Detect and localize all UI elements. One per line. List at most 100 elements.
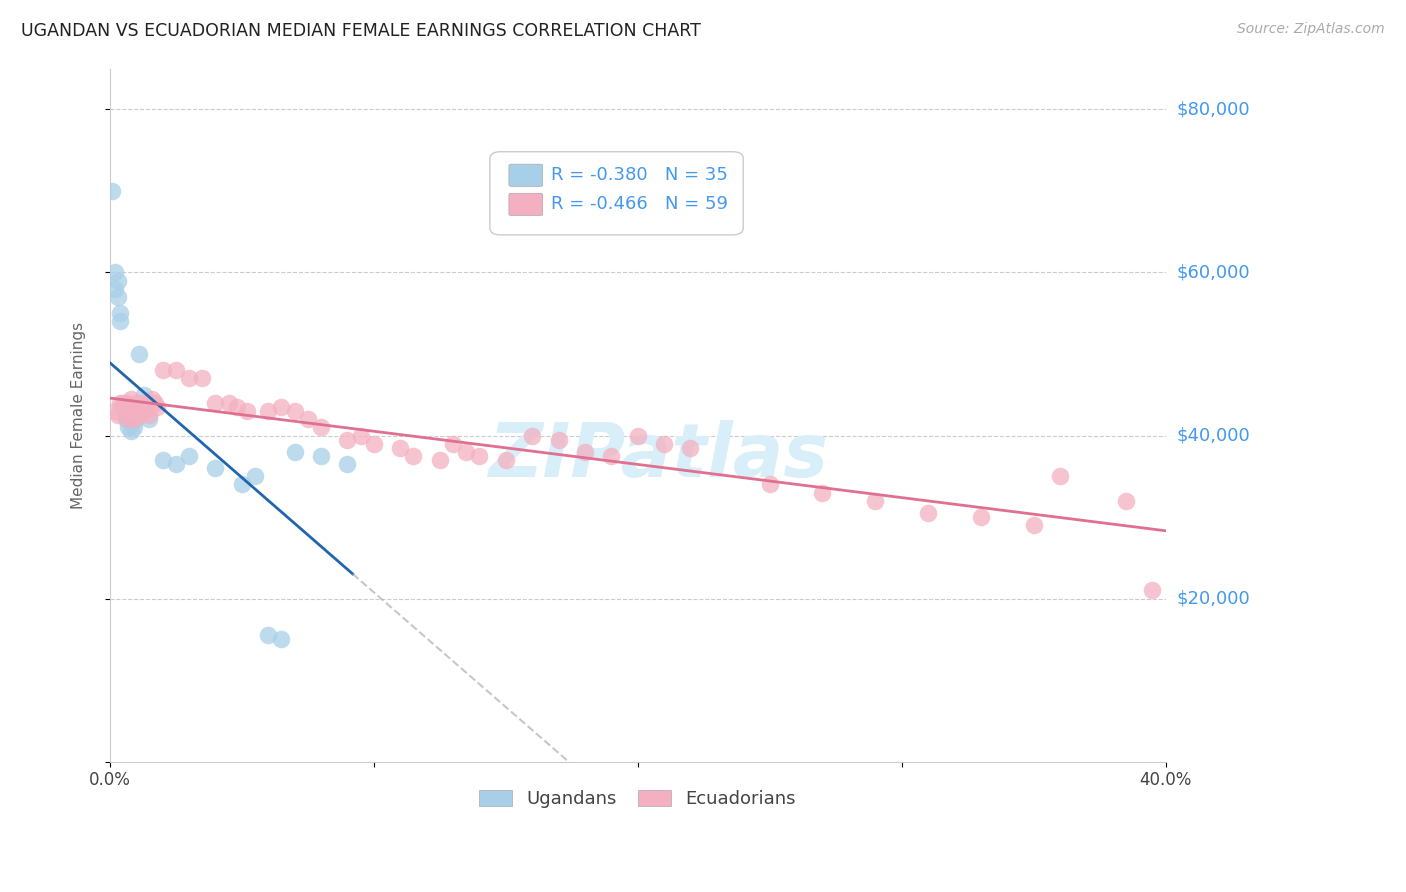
FancyBboxPatch shape bbox=[489, 152, 744, 235]
Point bbox=[1022, 518, 1045, 533]
Point bbox=[297, 412, 319, 426]
Point bbox=[110, 396, 132, 410]
Point bbox=[165, 457, 187, 471]
Point bbox=[177, 371, 200, 385]
Point bbox=[120, 392, 142, 406]
Point bbox=[138, 408, 160, 422]
Point bbox=[107, 408, 129, 422]
Point bbox=[402, 449, 425, 463]
Point bbox=[204, 461, 226, 475]
Point bbox=[120, 400, 142, 414]
Point bbox=[574, 445, 596, 459]
Point bbox=[128, 408, 150, 422]
Point bbox=[1142, 583, 1164, 598]
Text: $60,000: $60,000 bbox=[1177, 263, 1250, 281]
Point bbox=[811, 485, 834, 500]
Text: $80,000: $80,000 bbox=[1177, 100, 1250, 119]
Point bbox=[389, 441, 412, 455]
Point bbox=[114, 404, 136, 418]
Point bbox=[679, 441, 702, 455]
Point bbox=[125, 396, 148, 410]
Point bbox=[104, 265, 127, 279]
Point bbox=[104, 282, 127, 296]
Point bbox=[600, 449, 623, 463]
Point bbox=[110, 314, 132, 328]
Point bbox=[131, 396, 153, 410]
Point bbox=[270, 632, 292, 647]
Point bbox=[141, 392, 163, 406]
Point bbox=[134, 388, 156, 402]
Point bbox=[107, 274, 129, 288]
Point bbox=[284, 445, 307, 459]
Point bbox=[114, 396, 136, 410]
Point bbox=[309, 420, 332, 434]
Point bbox=[429, 453, 451, 467]
Point bbox=[652, 436, 675, 450]
Point bbox=[125, 404, 148, 418]
Text: $20,000: $20,000 bbox=[1177, 590, 1250, 607]
Point bbox=[117, 412, 139, 426]
Point bbox=[520, 428, 543, 442]
Point bbox=[547, 433, 569, 447]
Legend: Ugandans, Ecuadorians: Ugandans, Ecuadorians bbox=[472, 782, 803, 815]
Point bbox=[863, 493, 886, 508]
Y-axis label: Median Female Earnings: Median Female Earnings bbox=[72, 322, 86, 508]
Text: UGANDAN VS ECUADORIAN MEDIAN FEMALE EARNINGS CORRELATION CHART: UGANDAN VS ECUADORIAN MEDIAN FEMALE EARN… bbox=[21, 22, 702, 40]
Point bbox=[165, 363, 187, 377]
Point bbox=[627, 428, 650, 442]
Point bbox=[134, 404, 156, 418]
FancyBboxPatch shape bbox=[509, 194, 543, 216]
Point bbox=[191, 371, 214, 385]
Point bbox=[231, 477, 253, 491]
Text: R = -0.466   N = 59: R = -0.466 N = 59 bbox=[551, 195, 728, 213]
Point bbox=[138, 412, 160, 426]
Point bbox=[107, 290, 129, 304]
Text: R = -0.380   N = 35: R = -0.380 N = 35 bbox=[551, 166, 728, 185]
Point bbox=[257, 628, 280, 642]
Point bbox=[257, 404, 280, 418]
Point bbox=[112, 400, 135, 414]
Text: $40,000: $40,000 bbox=[1177, 426, 1250, 444]
Point bbox=[309, 449, 332, 463]
Point bbox=[270, 400, 292, 414]
Point bbox=[117, 404, 139, 418]
Point bbox=[104, 404, 127, 418]
FancyBboxPatch shape bbox=[509, 164, 543, 186]
Point bbox=[758, 477, 780, 491]
Point bbox=[143, 396, 166, 410]
Point bbox=[243, 469, 266, 483]
Point bbox=[468, 449, 491, 463]
Point bbox=[122, 408, 145, 422]
Point bbox=[122, 420, 145, 434]
Point bbox=[204, 396, 226, 410]
Point bbox=[117, 400, 139, 414]
Point bbox=[363, 436, 385, 450]
Point bbox=[122, 404, 145, 418]
Point bbox=[122, 412, 145, 426]
Point bbox=[152, 453, 174, 467]
Point bbox=[146, 400, 169, 414]
Point bbox=[1049, 469, 1071, 483]
Point bbox=[114, 412, 136, 426]
Point bbox=[1115, 493, 1137, 508]
Point bbox=[117, 420, 139, 434]
Point bbox=[120, 412, 142, 426]
Text: Source: ZipAtlas.com: Source: ZipAtlas.com bbox=[1237, 22, 1385, 37]
Point bbox=[336, 457, 359, 471]
Point bbox=[112, 400, 135, 414]
Point bbox=[349, 428, 371, 442]
Point bbox=[114, 396, 136, 410]
Point bbox=[495, 453, 517, 467]
Point bbox=[120, 425, 142, 439]
Point bbox=[117, 412, 139, 426]
Point bbox=[917, 506, 939, 520]
Point bbox=[225, 400, 247, 414]
Point bbox=[128, 347, 150, 361]
Point bbox=[112, 396, 135, 410]
Point bbox=[236, 404, 259, 418]
Point bbox=[970, 510, 993, 524]
Point bbox=[125, 404, 148, 418]
Point bbox=[110, 306, 132, 320]
Point bbox=[336, 433, 359, 447]
Point bbox=[441, 436, 464, 450]
